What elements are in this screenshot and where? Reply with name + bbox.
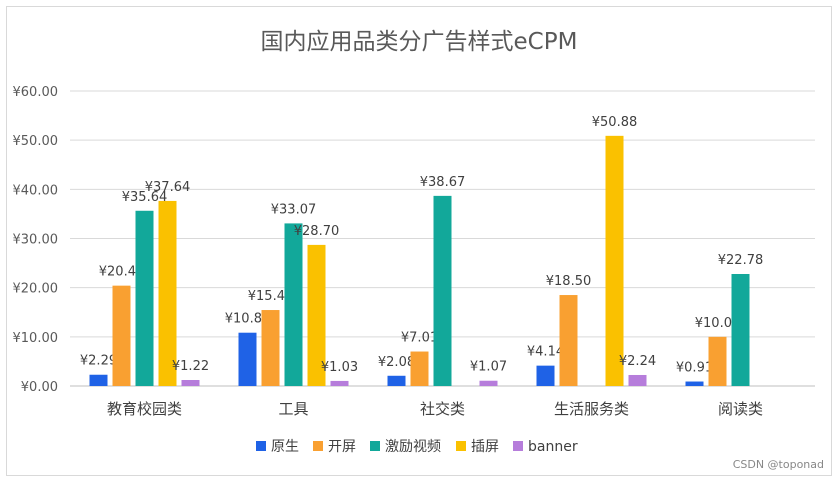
y-tick-label: ¥40.00 bbox=[13, 183, 59, 198]
y-tick-label: ¥10.00 bbox=[13, 331, 59, 346]
data-label: ¥18.50 bbox=[546, 274, 592, 289]
y-tick-label: ¥0.00 bbox=[21, 380, 58, 395]
data-label: ¥28.70 bbox=[294, 224, 340, 239]
bar bbox=[307, 244, 326, 386]
legend-label: 插屏 bbox=[471, 439, 499, 455]
data-label: ¥15.45 bbox=[248, 289, 294, 304]
data-label: ¥35.64 bbox=[122, 190, 168, 205]
bar bbox=[330, 380, 349, 386]
bar bbox=[135, 210, 154, 386]
data-label: ¥7.01 bbox=[401, 331, 438, 346]
bar bbox=[479, 380, 498, 386]
bar bbox=[536, 365, 555, 386]
data-label: ¥2.08 bbox=[378, 355, 415, 370]
bar bbox=[559, 295, 578, 386]
bar bbox=[605, 135, 624, 386]
data-label: ¥20.41 bbox=[99, 265, 145, 280]
bar bbox=[685, 381, 704, 386]
data-label: ¥10.84 bbox=[225, 312, 271, 327]
data-label: ¥50.88 bbox=[592, 115, 638, 130]
bar bbox=[261, 310, 280, 386]
bar bbox=[433, 195, 452, 386]
data-label: ¥1.22 bbox=[172, 359, 209, 374]
legend-label: 开屏 bbox=[328, 439, 356, 455]
data-label: ¥0.91 bbox=[676, 361, 713, 376]
y-tick-label: ¥20.00 bbox=[13, 282, 59, 297]
legend-label: 原生 bbox=[271, 439, 299, 455]
data-label: ¥37.64 bbox=[145, 180, 191, 195]
bar bbox=[112, 285, 131, 386]
legend-swatch bbox=[256, 441, 266, 451]
data-label: ¥1.03 bbox=[321, 360, 358, 375]
category-label: 工具 bbox=[278, 400, 308, 418]
category-label: 生活服务类 bbox=[554, 400, 629, 418]
legend-swatch bbox=[456, 441, 466, 451]
bar bbox=[238, 332, 257, 386]
data-label: ¥38.67 bbox=[420, 175, 466, 190]
data-label: ¥2.24 bbox=[619, 354, 656, 369]
legend-swatch bbox=[370, 441, 380, 451]
data-label: ¥22.78 bbox=[718, 253, 764, 268]
data-label: ¥33.07 bbox=[271, 202, 317, 217]
bar bbox=[181, 380, 200, 386]
bar bbox=[158, 200, 177, 386]
data-label: ¥1.07 bbox=[470, 360, 507, 375]
y-tick-label: ¥50.00 bbox=[13, 134, 59, 149]
category-label: 阅读类 bbox=[718, 400, 763, 418]
legend-label: banner bbox=[528, 439, 578, 455]
y-tick-label: ¥30.00 bbox=[13, 233, 59, 248]
data-label: ¥10.00 bbox=[695, 316, 741, 331]
category-label: 教育校园类 bbox=[107, 400, 182, 418]
category-label: 社交类 bbox=[420, 400, 465, 418]
bar bbox=[628, 374, 647, 386]
data-label: ¥4.14 bbox=[527, 345, 564, 360]
bar bbox=[410, 351, 429, 386]
bar bbox=[731, 273, 750, 386]
bar bbox=[89, 374, 108, 386]
legend-label: 激励视频 bbox=[385, 438, 441, 455]
bar bbox=[284, 223, 303, 386]
watermark: CSDN @toponad bbox=[732, 458, 824, 471]
bar bbox=[387, 375, 406, 386]
y-tick-label: ¥60.00 bbox=[13, 85, 59, 100]
legend-swatch bbox=[513, 441, 523, 451]
legend-swatch bbox=[313, 441, 323, 451]
bar bbox=[708, 336, 727, 386]
data-label: ¥2.29 bbox=[80, 354, 117, 369]
chart-title: 国内应用品类分广告样式eCPM bbox=[260, 29, 578, 55]
